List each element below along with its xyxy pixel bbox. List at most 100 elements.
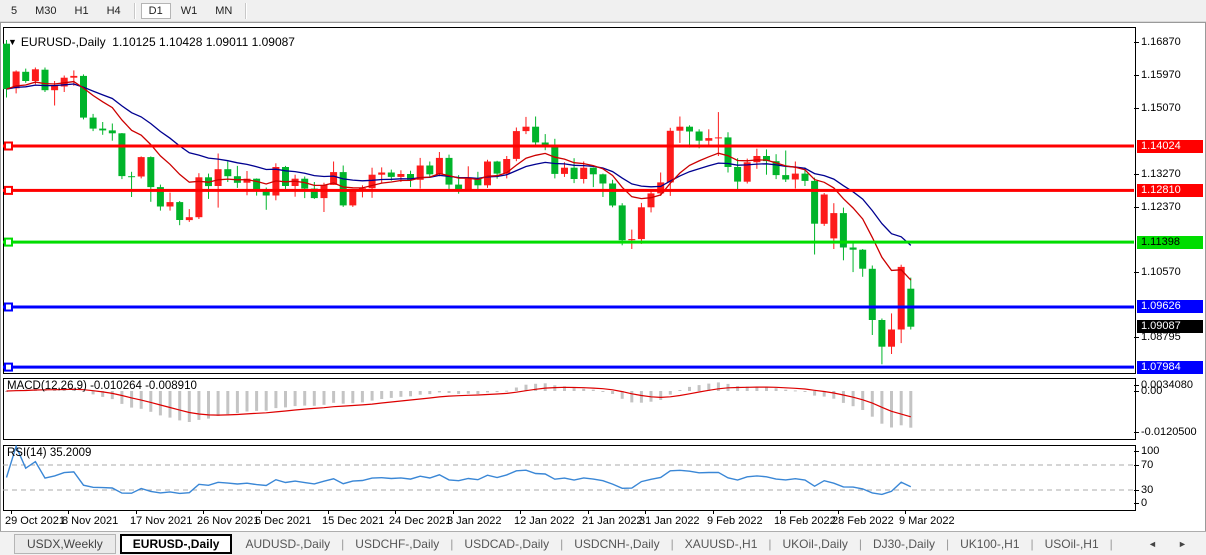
date-axis-label: 9 Mar 2022 xyxy=(899,515,955,527)
chart-tab-USOil-H1[interactable]: USOil-,H1 xyxy=(1044,536,1099,551)
date-axis-label: 9 Feb 2022 xyxy=(707,515,763,527)
timeframe-button-H4[interactable]: H4 xyxy=(106,4,121,17)
date-axis-label: 26 Nov 2021 xyxy=(197,515,260,527)
price-tick xyxy=(1134,337,1139,338)
price-chart-panel[interactable] xyxy=(3,27,1136,374)
tab-separator: | xyxy=(450,536,454,551)
rsi-panel[interactable] xyxy=(3,445,1136,511)
date-axis-label: 15 Dec 2021 xyxy=(322,515,385,527)
tab-separator: | xyxy=(1030,536,1034,551)
toolbar-separator xyxy=(245,2,248,19)
price-tick xyxy=(1134,207,1139,208)
current-price-label: 1.09087 xyxy=(1137,320,1203,333)
tab-scroll-left-icon[interactable]: ◄ xyxy=(1148,539,1157,549)
rsi-tick xyxy=(1134,503,1139,504)
chart-tab-UKOil-Daily[interactable]: UKOil-,Daily xyxy=(782,536,848,551)
ohlc-low: 1.09011 xyxy=(205,35,249,49)
price-tick xyxy=(1134,108,1139,109)
tab-scroll-right-icon[interactable]: ► xyxy=(1178,539,1187,549)
ohlc-high: 1.10428 xyxy=(159,35,203,49)
date-tick xyxy=(328,510,329,514)
chart-title: ▼ EURUSD-,Daily 1.10125 1.10428 1.09011 1… xyxy=(8,35,295,49)
chart-symbol-label: EURUSD-,Daily xyxy=(20,35,106,49)
chart-window xyxy=(0,22,1206,532)
timeframe-button-M30[interactable]: M30 xyxy=(35,4,57,17)
chart-tab-USDCAD-Daily[interactable]: USDCAD-,Daily xyxy=(464,536,550,551)
price-tick xyxy=(1134,75,1139,76)
price-axis-label: 1.15070 xyxy=(1141,102,1181,114)
tab-separator: | xyxy=(1109,536,1113,551)
date-axis-label: 18 Feb 2022 xyxy=(774,515,836,527)
date-tick xyxy=(11,510,12,514)
date-axis-label: 31 Jan 2022 xyxy=(639,515,700,527)
tab-separator: | xyxy=(341,536,345,551)
price-level-label: 1.11398 xyxy=(1137,236,1203,249)
timeframe-button-D1[interactable]: D1 xyxy=(140,2,171,19)
chart-tab-USDCHF-Daily[interactable]: USDCHF-,Daily xyxy=(355,536,440,551)
date-axis-label: 12 Jan 2022 xyxy=(514,515,575,527)
macd-tick xyxy=(1134,432,1139,433)
rsi-axis-label: 100 xyxy=(1141,445,1160,457)
chart-tab-AUDUSD-Daily[interactable]: AUDUSD-,Daily xyxy=(245,536,331,551)
price-axis-label: 1.16870 xyxy=(1141,36,1181,48)
rsi-axis-label: 0 xyxy=(1141,497,1148,509)
ohlc-close: 1.09087 xyxy=(251,35,295,49)
date-tick xyxy=(520,510,521,514)
price-tick xyxy=(1134,42,1139,43)
timeframe-button-MN[interactable]: MN xyxy=(215,4,233,17)
chart-tab-bar: USDX,Weekly EURUSD-,Daily AUDUSD-,Daily | US… xyxy=(0,531,1206,555)
timeframe-button-5[interactable]: 5 xyxy=(11,4,18,17)
date-tick xyxy=(838,510,839,514)
chart-tab-USDX-Weekly[interactable]: USDX,Weekly xyxy=(14,533,116,554)
date-axis-label: 6 Dec 2021 xyxy=(255,515,312,527)
tab-separator: | xyxy=(768,536,772,551)
chart-tab-EURUSD-Daily[interactable]: EURUSD-,Daily xyxy=(119,533,233,554)
price-level-label: 1.14024 xyxy=(1137,140,1203,153)
chart-tab-XAUUSD-H1[interactable]: XAUUSD-,H1 xyxy=(684,536,758,551)
macd-title: MACD(12,26,9) -0.010264 -0.008910 xyxy=(7,380,197,392)
tab-separator: | xyxy=(858,536,862,551)
date-tick xyxy=(203,510,204,514)
ohlc-open: 1.10125 xyxy=(112,35,156,49)
date-axis-label: 24 Dec 2021 xyxy=(389,515,452,527)
tab-separator: | xyxy=(560,536,564,551)
date-tick xyxy=(780,510,781,514)
chart-tab-UK100-H1[interactable]: UK100-,H1 xyxy=(960,536,1020,551)
toolbar-separator xyxy=(133,2,136,19)
price-axis-label: 1.13270 xyxy=(1141,168,1181,180)
symbol-dropdown-icon[interactable]: ▼ xyxy=(8,37,17,47)
date-axis-label: 3 Jan 2022 xyxy=(447,515,502,527)
rsi-axis-label: 70 xyxy=(1141,459,1154,471)
price-axis-label: 1.10570 xyxy=(1141,266,1181,278)
date-tick xyxy=(588,510,589,514)
macd-tick xyxy=(1134,385,1139,386)
price-level-label: 1.07984 xyxy=(1137,361,1203,374)
macd-axis-label: -0.0120500 xyxy=(1141,426,1197,438)
rsi-title: RSI(14) 35.2009 xyxy=(7,447,92,459)
date-axis-label: 28 Feb 2022 xyxy=(832,515,894,527)
date-tick xyxy=(136,510,137,514)
price-axis-label: 1.08795 xyxy=(1141,331,1181,343)
price-axis-label: 1.15970 xyxy=(1141,69,1181,81)
date-tick xyxy=(453,510,454,514)
price-tick xyxy=(1134,272,1139,273)
price-level-label: 1.09626 xyxy=(1137,300,1203,313)
chart-tab-DJ30-Daily[interactable]: DJ30-,Daily xyxy=(872,536,935,551)
date-axis-label: 17 Nov 2021 xyxy=(130,515,193,527)
date-axis-label: 29 Oct 2021 xyxy=(5,515,65,527)
rsi-tick xyxy=(1134,465,1139,466)
macd-tick xyxy=(1134,391,1139,392)
tab-separator: | xyxy=(946,536,950,551)
rsi-tick xyxy=(1134,451,1139,452)
date-tick xyxy=(905,510,906,514)
timeframe-button-W1[interactable]: W1 xyxy=(180,4,198,17)
chart-tab-USDCNH-Daily[interactable]: USDCNH-,Daily xyxy=(574,536,660,551)
price-axis-label: 1.12370 xyxy=(1141,201,1181,213)
rsi-axis-label: 30 xyxy=(1141,484,1154,496)
price-tick xyxy=(1134,174,1139,175)
tab-separator: | xyxy=(670,536,674,551)
timeframe-button-H1[interactable]: H1 xyxy=(74,4,89,17)
date-tick xyxy=(68,510,69,514)
price-level-label: 1.12810 xyxy=(1137,184,1203,197)
